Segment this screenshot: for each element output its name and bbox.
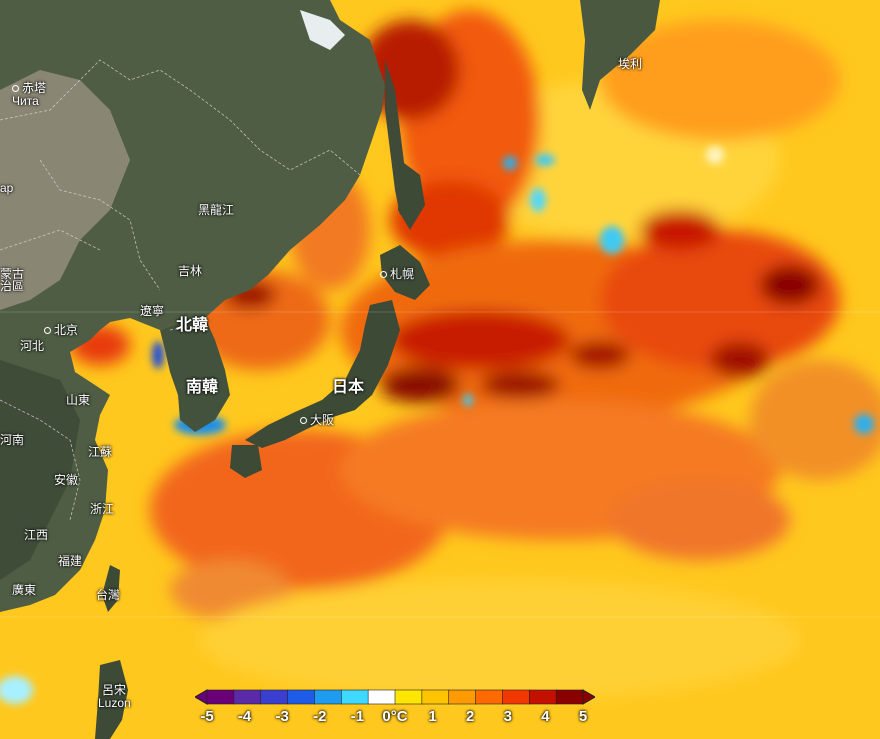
label-chita-cn: 赤塔 <box>12 82 46 94</box>
land-masses <box>0 0 660 612</box>
legend-swatch <box>448 689 477 705</box>
legend-swatch <box>421 689 450 705</box>
legend-arrow-high <box>582 689 595 705</box>
legend-swatch <box>394 689 423 705</box>
legend-arrow-low <box>195 689 208 705</box>
label-beijing: 北京 <box>44 324 78 336</box>
label-heilongjiang: 黑龍江 <box>198 203 235 217</box>
label-hebei: 河北 <box>20 339 45 353</box>
label-south-korea: 南韓 <box>186 379 219 396</box>
label-taiwan: 台灣 <box>96 588 121 602</box>
label-sapporo: 札幌 <box>380 268 414 280</box>
label-inner-mongolia-2: 治區 <box>0 279 25 293</box>
label-liaoning: 遼寧 <box>140 304 165 318</box>
legend-swatch <box>555 689 584 705</box>
label-jiangsu: 江蘇 <box>88 445 113 459</box>
legend-swatch <box>233 689 262 705</box>
legend-tick-label: 2 <box>466 708 475 725</box>
label-japan: 日本 <box>332 379 365 396</box>
legend-swatch <box>260 689 289 705</box>
legend-tick-label: -3 <box>275 708 289 725</box>
legend-tick-label: 3 <box>503 708 512 725</box>
label-guangdong: 廣東 <box>12 583 37 597</box>
legend-swatch <box>475 689 504 705</box>
country-borders <box>0 59 361 521</box>
legend-swatch <box>367 689 396 705</box>
legend-tick-label: -5 <box>200 708 214 725</box>
legend-swatch <box>340 689 369 705</box>
legend-swatch <box>206 689 235 705</box>
label-fujian: 福建 <box>58 554 83 568</box>
label-chita-ru: Чита <box>12 94 39 108</box>
legend-tick-label: 4 <box>541 708 550 725</box>
temperature-anomaly-legend: -5 -4 -3 -2 -1 0°C 1 2 3 4 5 <box>195 688 595 732</box>
label-luzon-en: Luzon <box>98 696 131 710</box>
legend-tick-label: -1 <box>350 708 365 725</box>
label-north-korea: 北韓 <box>176 317 209 334</box>
label-luzon-cn: 呂宋 <box>102 683 127 697</box>
legend-tick-label: 0°C <box>382 708 408 725</box>
legend-swatch <box>502 689 531 705</box>
label-zhejiang: 浙江 <box>90 502 115 516</box>
japan-islands <box>230 160 430 478</box>
legend-tick-label: 5 <box>578 708 588 725</box>
legend-swatch <box>287 689 316 705</box>
korean-peninsula <box>160 318 230 432</box>
legend-swatch <box>314 689 343 705</box>
legend-tick-label: 1 <box>428 708 437 725</box>
anomaly-blobs <box>70 10 880 700</box>
luzon-island <box>95 660 128 739</box>
label-kamchatka: 埃利 <box>618 57 643 71</box>
legend-colorbar <box>195 689 595 705</box>
label-osaka: 大阪 <box>300 414 334 426</box>
legend-tick-label: -2 <box>313 708 327 725</box>
label-inner-mongolia-1: 蒙古 <box>0 267 25 281</box>
graticule <box>0 311 880 618</box>
label-jilin: 吉林 <box>178 264 203 278</box>
label-anhui: 安徽 <box>54 473 79 487</box>
label-edge-fragment: ap <box>0 181 14 195</box>
label-henan: 河南 <box>0 433 25 447</box>
label-jiangxi: 江西 <box>24 528 49 542</box>
legend-tick-label: -4 <box>237 708 252 725</box>
label-shandong: 山東 <box>66 393 91 407</box>
taiwan-island <box>102 565 120 612</box>
legend-swatch <box>528 689 557 705</box>
